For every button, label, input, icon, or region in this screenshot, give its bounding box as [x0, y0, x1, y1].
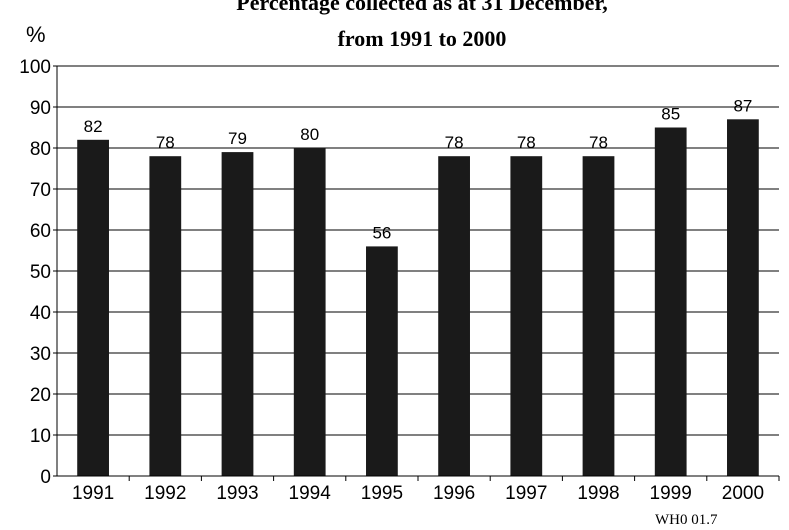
y-tick-label: 20: [30, 385, 51, 406]
bar-1999: [654, 127, 687, 476]
y-tick-label: 30: [30, 344, 51, 365]
data-label-1998: 78: [589, 133, 608, 152]
footer-code: WH0 01.7: [655, 512, 718, 528]
bar-1992: [149, 156, 182, 476]
y-tick-label: 40: [30, 303, 51, 324]
x-tick-label-1998: 1998: [577, 483, 619, 504]
bar-2000: [727, 119, 759, 477]
data-label-1995: 56: [372, 223, 391, 242]
bar-1994: [293, 148, 326, 476]
x-tick-label-1991: 1991: [72, 483, 114, 504]
y-tick-label: 90: [30, 98, 51, 119]
x-tick-label-1996: 1996: [433, 483, 475, 504]
data-label-1999: 85: [661, 105, 680, 124]
x-tick-label-1992: 1992: [144, 483, 186, 504]
data-label-1993: 79: [228, 129, 247, 148]
y-tick-label: 50: [30, 262, 51, 283]
y-tick-label: 80: [30, 139, 51, 160]
data-label-1994: 80: [300, 125, 319, 144]
x-tick-label-1997: 1997: [505, 483, 547, 504]
y-tick-label: 0: [40, 467, 51, 488]
chart-title-line-1: Percentage collected as at 31 December,: [236, 0, 607, 15]
x-tick-label-1994: 1994: [289, 483, 332, 504]
bar-1995: [366, 246, 398, 476]
y-axis-unit-label: %: [26, 22, 46, 47]
bar-1998: [582, 156, 615, 476]
data-labels: 82 78 79 80 56 78 78 78 85 87: [84, 96, 753, 242]
bar-1993: [221, 152, 254, 476]
data-label-2000: 87: [733, 96, 752, 115]
bar-1991: [77, 139, 109, 477]
x-tick-label-1999: 1999: [650, 483, 692, 504]
data-label-1991: 82: [84, 117, 103, 136]
x-tick-label-1995: 1995: [361, 483, 403, 504]
data-label-1997: 78: [517, 133, 536, 152]
chart-title-line-2: from 1991 to 2000: [338, 26, 507, 51]
data-label-1996: 78: [445, 133, 464, 152]
y-tick-label: 70: [30, 180, 51, 201]
y-tick-label: 100: [19, 57, 51, 78]
x-axis-ticks: 1991 1992 1993 1994 1995 1996 1997 1998 1999 2000: [72, 476, 780, 504]
y-tick-label: 10: [30, 426, 51, 447]
x-tick-label-1993: 1993: [216, 483, 258, 504]
bar-1996: [438, 156, 470, 476]
bars: [77, 119, 759, 477]
y-axis-ticks: 0 10 20 30 40 50 60 70 80 90 100: [19, 57, 57, 488]
x-tick-label-2000: 2000: [722, 483, 764, 504]
y-tick-label: 60: [30, 221, 51, 242]
data-label-1992: 78: [156, 133, 175, 152]
bar-1997: [510, 156, 543, 476]
